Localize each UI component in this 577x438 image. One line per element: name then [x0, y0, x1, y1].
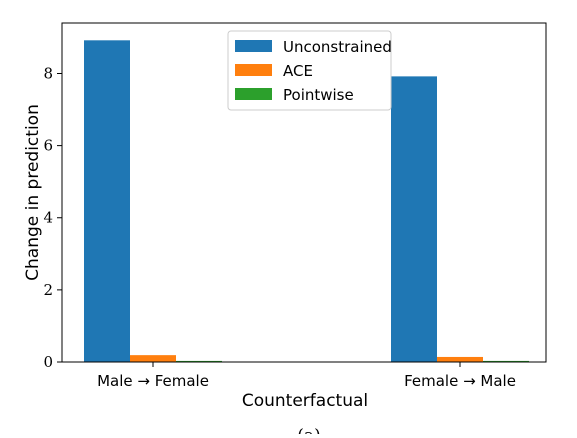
- legend-label-unconstrained: Unconstrained: [283, 38, 392, 56]
- bars-layer: [84, 40, 529, 363]
- bar-pointwise-0: [176, 360, 222, 362]
- ticks-layer: 0 2 4 6 8 Male → Female Female → Male: [43, 64, 515, 390]
- x-axis-label: Counterfactual: [242, 391, 368, 411]
- figure-caption: (a): [297, 426, 320, 434]
- x-tick-label-1: Female → Male: [404, 372, 516, 390]
- axes-layer: [61, 22, 547, 363]
- bar-ace-0: [130, 355, 176, 362]
- y-tick-label-8: 8: [43, 64, 53, 82]
- y-tick-label-4: 4: [43, 209, 53, 227]
- y-tick-label-6: 6: [43, 137, 53, 155]
- legend-label-ace: ACE: [283, 62, 313, 80]
- bar-pointwise-1: [483, 360, 529, 362]
- legend-swatch-ace: [235, 64, 272, 76]
- bar-unconstrained-0: [84, 40, 130, 362]
- bar-ace-1: [437, 356, 483, 362]
- legend: Unconstrained ACE Pointwise: [227, 30, 392, 111]
- axes-frame: [61, 22, 547, 363]
- bar-unconstrained-1: [391, 76, 437, 363]
- y-tick-label-0: 0: [43, 353, 53, 371]
- x-tick-label-0: Male → Female: [97, 372, 209, 390]
- legend-label-pointwise: Pointwise: [283, 86, 354, 104]
- legend-swatch-pointwise: [235, 88, 272, 100]
- legend-swatch-unconstrained: [235, 40, 272, 52]
- y-tick-label-2: 2: [43, 281, 53, 299]
- y-axis-label: Change in prediction: [23, 104, 43, 281]
